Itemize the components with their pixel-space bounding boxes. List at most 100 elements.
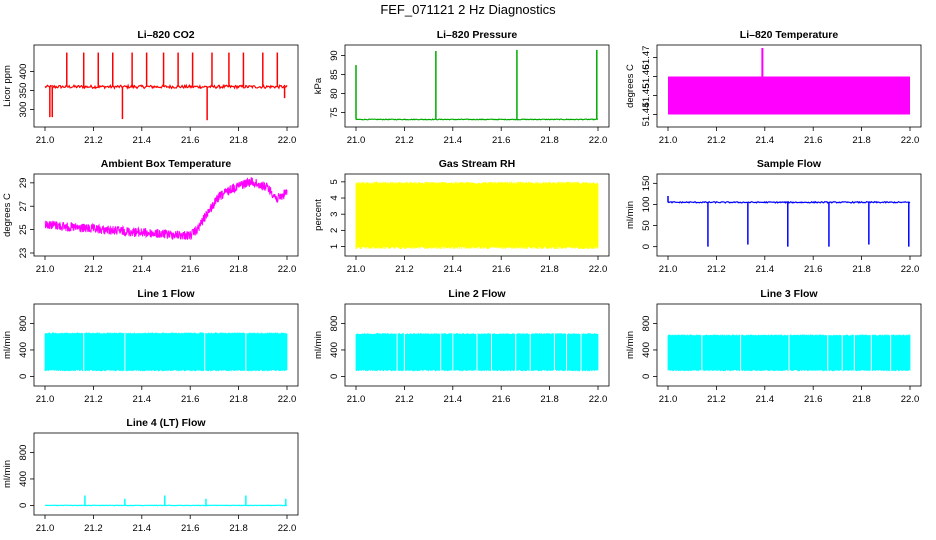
x-tick-label: 21.2 bbox=[707, 264, 726, 275]
x-tick-label: 21.2 bbox=[707, 135, 726, 146]
series-temp bbox=[668, 48, 910, 115]
panel-title: Li–820 Pressure bbox=[437, 29, 518, 41]
x-tick-label: 21.8 bbox=[852, 135, 871, 146]
y-tick-label: 90 bbox=[329, 50, 340, 61]
x-tick-label: 21.0 bbox=[36, 523, 55, 534]
x-tick-label: 21.0 bbox=[347, 394, 366, 405]
y-axis-label: ml/min bbox=[313, 331, 324, 359]
x-tick-label: 21.6 bbox=[492, 135, 511, 146]
x-tick-label: 21.6 bbox=[181, 135, 200, 146]
x-tick-label: 21.6 bbox=[804, 135, 823, 146]
x-tick-label: 21.4 bbox=[133, 394, 152, 405]
x-tick-label: 21.0 bbox=[36, 394, 55, 405]
y-tick-label: 51.44 bbox=[641, 103, 652, 127]
panels: Li–820 CO2 Licor ppm 21.0 21.2 21.4 21.6 21.8 2… bbox=[2, 29, 922, 534]
x-tick-label: 21.2 bbox=[84, 394, 103, 405]
panel-pressure: Li–820 Pressure kPa 21.0 21.2 21.4 21.6 21.8 22… bbox=[313, 29, 610, 146]
x-tick-label: 21.8 bbox=[540, 264, 559, 275]
panel-sflow: Sample Flow ml/min 21.0 21.2 21.4 21.6 21.8 22.… bbox=[625, 158, 922, 275]
y-tick-label: 0 bbox=[329, 374, 340, 379]
y-tick-label: 1 bbox=[329, 244, 340, 249]
panel-title: Li–820 CO2 bbox=[137, 29, 194, 41]
y-tick-label: 23 bbox=[18, 248, 29, 259]
panel-title: Sample Flow bbox=[757, 158, 822, 170]
plot-frame bbox=[344, 44, 610, 128]
x-tick-label: 21.2 bbox=[84, 135, 103, 146]
x-tick-label: 22.0 bbox=[901, 135, 920, 146]
x-tick-label: 21.0 bbox=[659, 135, 678, 146]
series-line2 bbox=[355, 333, 599, 372]
plot-frame bbox=[656, 173, 922, 257]
plot-frame bbox=[33, 44, 299, 128]
plot-frame bbox=[33, 173, 299, 257]
y-axis-label: ml/min bbox=[625, 201, 636, 229]
plot-frame bbox=[33, 303, 299, 387]
series-line bbox=[44, 332, 288, 372]
x-tick-label: 21.6 bbox=[181, 394, 200, 405]
x-tick-label: 21.2 bbox=[395, 264, 414, 275]
x-tick-label: 21.0 bbox=[36, 135, 55, 146]
panel-line3: Line 3 Flow ml/min 21.0 21.2 21.4 21.6 21.8 22.… bbox=[625, 288, 922, 405]
x-tick-label: 21.6 bbox=[492, 394, 511, 405]
x-tick-label: 21.4 bbox=[133, 264, 152, 275]
y-axis-label: degrees C bbox=[2, 193, 13, 237]
x-tick-label: 21.0 bbox=[659, 394, 678, 405]
x-tick-label: 21.6 bbox=[181, 264, 200, 275]
y-tick-label: 400 bbox=[18, 342, 29, 358]
x-tick-label: 22.0 bbox=[278, 394, 297, 405]
x-tick-label: 21.6 bbox=[804, 264, 823, 275]
y-tick-label: 80 bbox=[329, 88, 340, 99]
x-tick-label: 21.8 bbox=[540, 394, 559, 405]
x-tick-label: 21.2 bbox=[707, 394, 726, 405]
x-tick-label: 22.0 bbox=[278, 264, 297, 275]
panel-title: Ambient Box Temperature bbox=[101, 158, 232, 170]
x-tick-label: 21.4 bbox=[444, 264, 463, 275]
panel-rh: Gas Stream RH percent 21.0 21.2 21.4 21.6 21.8… bbox=[313, 158, 610, 275]
series-line bbox=[667, 200, 911, 204]
panel-line2: Line 2 Flow ml/min 21.0 21.2 21.4 21.6 21.8 22.… bbox=[313, 288, 610, 405]
y-tick-label: 800 bbox=[641, 316, 652, 332]
y-axis-label: percent bbox=[313, 199, 324, 231]
series-line bbox=[44, 83, 288, 90]
y-axis-label: kPa bbox=[313, 77, 324, 94]
panel-line1: Line 1 Flow ml/min 21.0 21.2 21.4 21.6 21.8 22.… bbox=[2, 288, 299, 405]
panel-temp: Li–820 Temperature degrees C 21.0 21.2 21.4 2… bbox=[625, 29, 922, 146]
panel-title: Line 2 Flow bbox=[448, 288, 506, 300]
series-line bbox=[355, 181, 599, 249]
x-tick-label: 22.0 bbox=[278, 523, 297, 534]
y-tick-label: 800 bbox=[18, 445, 29, 461]
x-tick-label: 21.8 bbox=[229, 523, 248, 534]
x-tick-label: 21.8 bbox=[852, 394, 871, 405]
y-tick-label: 51.46 bbox=[641, 65, 652, 89]
panel-title: Line 1 Flow bbox=[137, 288, 195, 300]
x-tick-label: 21.2 bbox=[84, 523, 103, 534]
y-tick-label: 150 bbox=[641, 175, 652, 191]
x-tick-label: 21.2 bbox=[84, 264, 103, 275]
series-boxtemp bbox=[44, 177, 288, 241]
x-tick-label: 22.0 bbox=[901, 264, 920, 275]
y-axis-label: Licor ppm bbox=[2, 65, 13, 107]
y-tick-label: 4 bbox=[329, 195, 340, 200]
x-tick-label: 21.4 bbox=[756, 264, 775, 275]
series-co2 bbox=[44, 52, 288, 121]
panel-title: Gas Stream RH bbox=[439, 158, 515, 170]
x-tick-label: 22.0 bbox=[589, 394, 608, 405]
figure-title: FEF_071121 2 Hz Diagnostics bbox=[380, 2, 556, 17]
y-tick-label: 75 bbox=[329, 107, 340, 118]
series-line3 bbox=[667, 334, 911, 372]
y-tick-label: 2 bbox=[329, 228, 340, 233]
y-axis-label: degrees C bbox=[625, 64, 636, 108]
y-tick-label: 25 bbox=[18, 224, 29, 235]
series-line bbox=[44, 177, 288, 241]
panel-title: Line 3 Flow bbox=[760, 288, 818, 300]
x-tick-label: 21.0 bbox=[347, 264, 366, 275]
panel-line4: Line 4 (LT) Flow ml/min 21.0 21.2 21.4 21.6 21… bbox=[2, 417, 299, 534]
y-tick-label: 50 bbox=[641, 220, 652, 231]
plot-frame bbox=[344, 173, 610, 257]
y-tick-label: 400 bbox=[18, 64, 29, 80]
x-tick-label: 21.8 bbox=[229, 264, 248, 275]
plot-frame bbox=[656, 44, 922, 128]
y-tick-label: 51.45 bbox=[641, 84, 652, 108]
y-axis-label: ml/min bbox=[2, 331, 13, 359]
